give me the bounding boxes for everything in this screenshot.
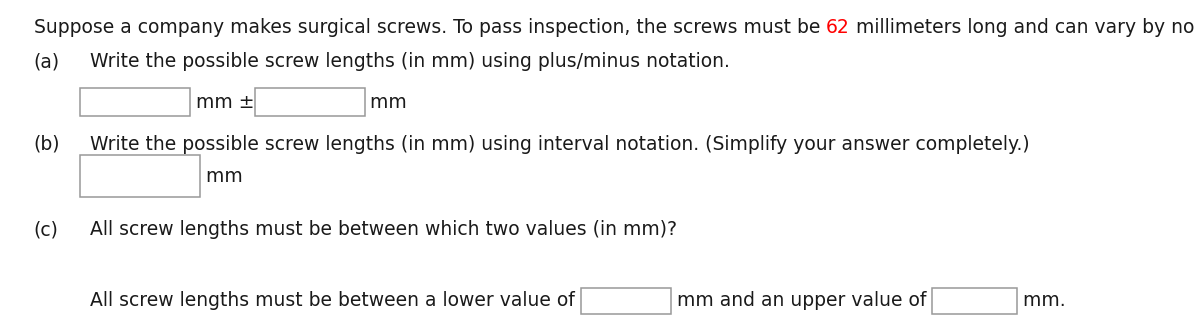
FancyBboxPatch shape: [932, 288, 1018, 314]
Text: All screw lengths must be between which two values (in mm)?: All screw lengths must be between which …: [90, 220, 677, 239]
Text: mm.: mm.: [1018, 291, 1066, 311]
Text: Suppose a company makes surgical screws. To pass inspection, the screws must be: Suppose a company makes surgical screws.…: [34, 18, 826, 37]
Text: mm: mm: [365, 92, 407, 112]
Text: Write the possible screw lengths (in mm) using plus/minus notation.: Write the possible screw lengths (in mm)…: [90, 52, 730, 71]
Text: (b): (b): [34, 135, 60, 154]
Text: (a): (a): [34, 52, 60, 71]
Text: mm ±: mm ±: [190, 92, 254, 112]
Text: mm: mm: [200, 167, 242, 185]
Text: All screw lengths must be between a lower value of: All screw lengths must be between a lowe…: [90, 291, 581, 311]
Text: millimeters long and can vary by no more than: millimeters long and can vary by no more…: [850, 18, 1200, 37]
FancyBboxPatch shape: [80, 155, 200, 197]
Text: mm and an upper value of: mm and an upper value of: [671, 291, 932, 311]
FancyBboxPatch shape: [581, 288, 671, 314]
FancyBboxPatch shape: [80, 88, 190, 116]
Text: Write the possible screw lengths (in mm) using interval notation. (Simplify your: Write the possible screw lengths (in mm)…: [90, 135, 1030, 154]
Text: 62: 62: [826, 18, 850, 37]
Text: (c): (c): [34, 220, 59, 239]
FancyBboxPatch shape: [254, 88, 365, 116]
